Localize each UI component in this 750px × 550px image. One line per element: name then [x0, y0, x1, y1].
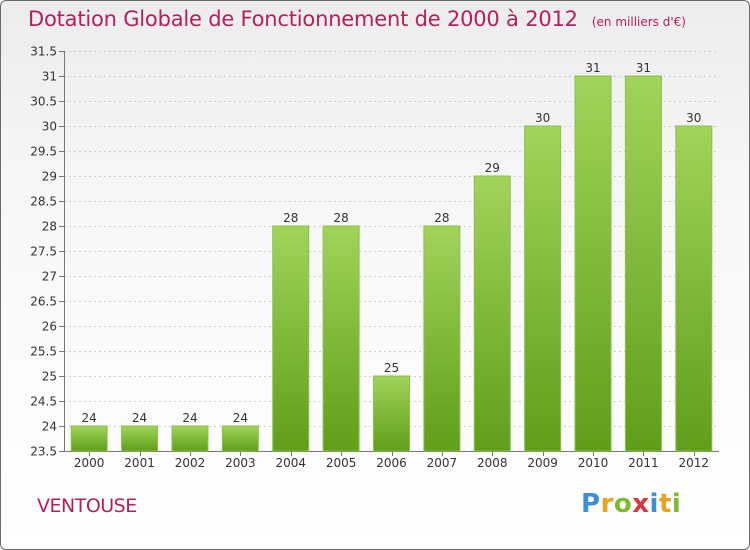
bar	[322, 225, 360, 452]
bar	[524, 125, 562, 452]
bar	[675, 125, 713, 452]
chart-subtitle: (en milliers d'€)	[591, 15, 686, 29]
y-tick-label: 27.5	[30, 245, 57, 259]
y-tick-label: 26	[42, 320, 57, 334]
y-tick-labels: 23.5 24 24.5 25 25.5 26 26.5 27 27.5 28 28.5 29 29.5…	[30, 45, 57, 459]
chart-title: Dotation Globale de Fonctionnement de 20…	[28, 7, 686, 31]
bar	[473, 175, 511, 452]
y-tick-label: 27	[42, 270, 57, 284]
place-name: VENTOUSE	[37, 495, 137, 517]
data-label: 31	[585, 61, 600, 75]
x-tick-label: 2001	[124, 456, 155, 470]
x-tick-label: 2008	[477, 456, 508, 470]
y-tick-label: 29	[42, 170, 57, 184]
y-tick-label: 26.5	[30, 295, 57, 309]
y-tick-label: 30	[42, 120, 57, 134]
logo-letter: i	[649, 489, 659, 519]
data-label: 28	[333, 211, 348, 225]
bar	[70, 425, 108, 452]
x-tick-label: 2011	[628, 456, 659, 470]
y-tick-label: 28.5	[30, 195, 57, 209]
proxiti-logo: Proxiti	[581, 489, 681, 519]
data-label: 25	[384, 361, 399, 375]
y-tick-label: 28	[42, 220, 57, 234]
x-tick-labels: 2000 2001 2002 2003 2004 2005 2006 2007 2008 2009…	[74, 456, 709, 470]
data-label: 24	[82, 411, 97, 425]
bar	[423, 225, 461, 452]
x-tick-label: 2009	[527, 456, 558, 470]
data-label: 31	[636, 61, 651, 75]
x-tick-label: 2005	[326, 456, 357, 470]
x-tick-label: 2007	[427, 456, 458, 470]
y-tick-label: 23.5	[30, 445, 57, 459]
data-label: 24	[182, 411, 197, 425]
bar	[574, 75, 612, 452]
y-tick-label: 30.5	[30, 95, 57, 109]
x-tick-label: 2010	[578, 456, 609, 470]
bar	[272, 225, 310, 452]
y-tick-label: 29.5	[30, 145, 57, 159]
x-tick-label: 2003	[225, 456, 256, 470]
logo-letter: o	[613, 489, 633, 519]
bar	[171, 425, 209, 452]
bar	[121, 425, 159, 452]
data-label: 24	[132, 411, 147, 425]
x-tick-label: 2012	[679, 456, 710, 470]
bar	[624, 75, 662, 452]
bar	[221, 425, 259, 452]
y-tick-label: 31.5	[30, 45, 57, 59]
data-label: 24	[233, 411, 248, 425]
data-label: 30	[686, 111, 701, 125]
logo-letter: t	[658, 489, 672, 519]
y-tick-label: 24	[42, 420, 57, 434]
y-tick-label: 24.5	[30, 395, 57, 409]
data-label: 28	[434, 211, 449, 225]
bars	[70, 75, 713, 452]
y-tick-label: 25	[42, 370, 57, 384]
logo-letter: r	[600, 489, 614, 519]
data-label: 28	[283, 211, 298, 225]
y-tick-label: 31	[42, 70, 57, 84]
data-label: 29	[485, 161, 500, 175]
x-tick-label: 2006	[376, 456, 407, 470]
logo-letter: i	[671, 489, 682, 519]
x-tick-label: 2000	[74, 456, 105, 470]
chart-title-text: Dotation Globale de Fonctionnement de 20…	[28, 7, 578, 31]
y-tick-label: 25.5	[30, 345, 57, 359]
data-labels: 24 24 24 24 28 28 25 28 29 30 31 31 30	[82, 61, 702, 425]
x-tick-label: 2002	[175, 456, 206, 470]
data-label: 30	[535, 111, 550, 125]
logo-letter: x	[632, 489, 650, 519]
x-tick-label: 2004	[275, 456, 306, 470]
bar	[373, 375, 410, 452]
logo-letter: P	[581, 489, 601, 519]
